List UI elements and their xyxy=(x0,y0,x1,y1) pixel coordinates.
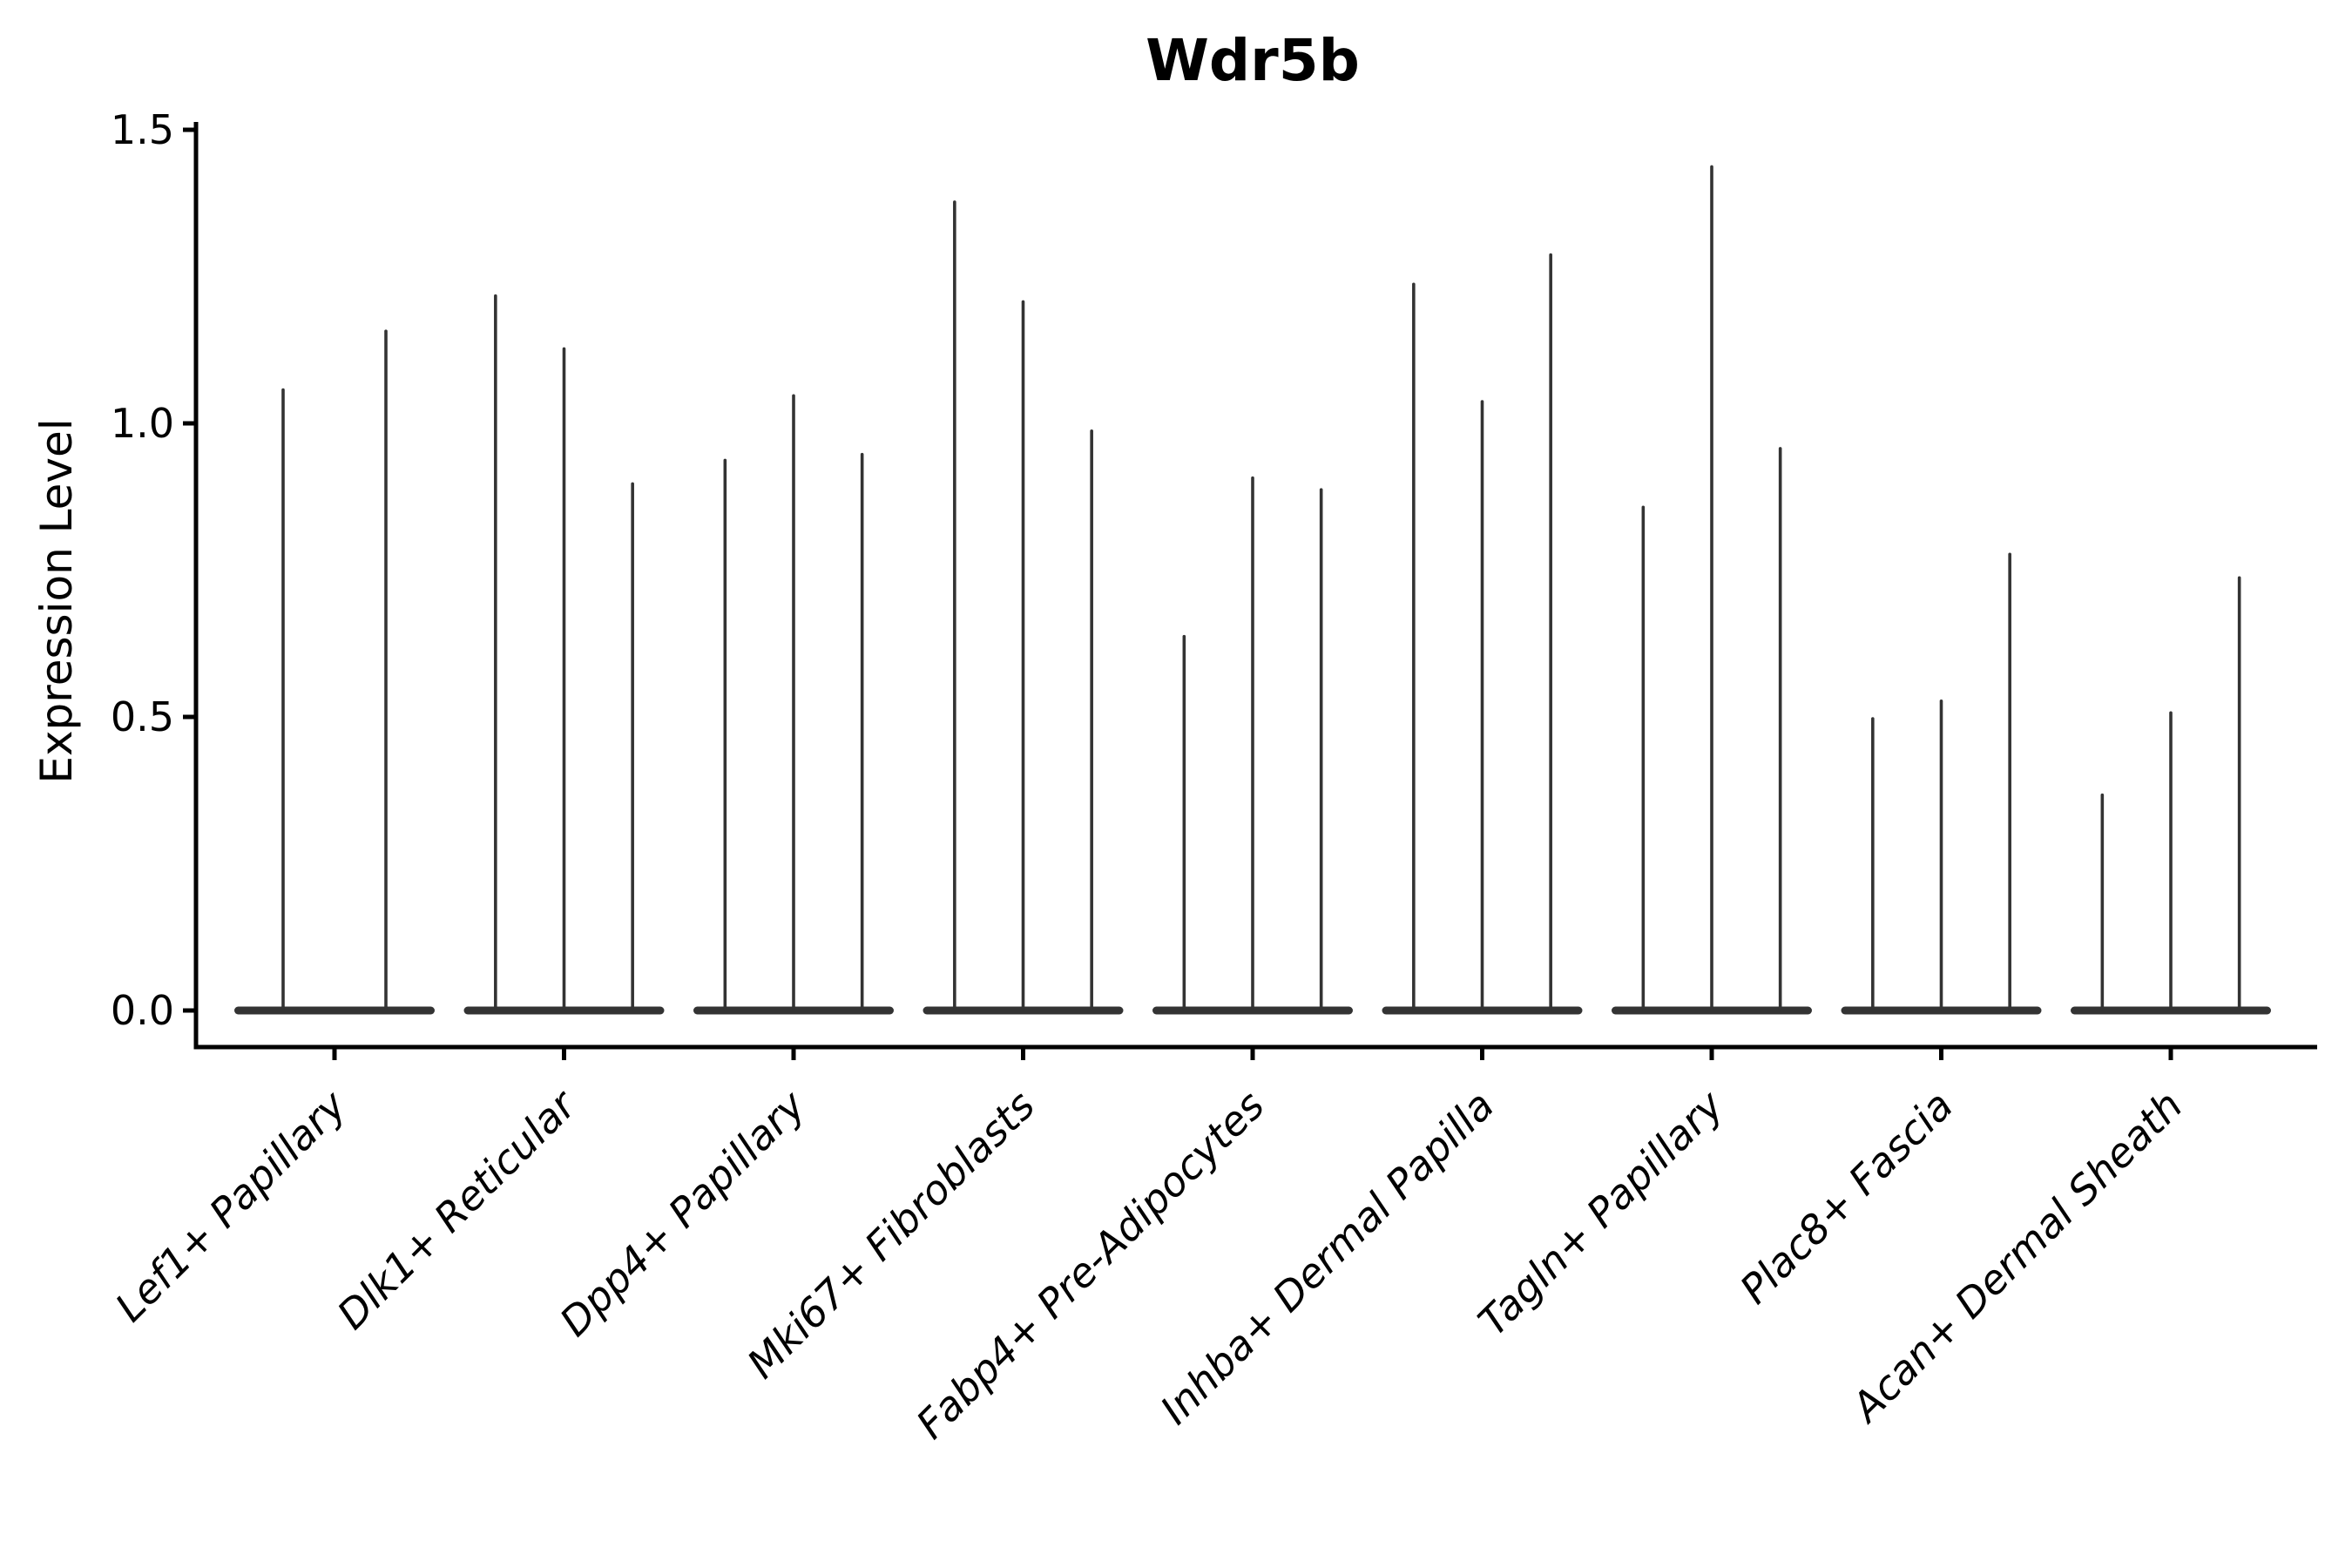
violin-base xyxy=(923,1006,1124,1015)
y-tick-label: 1.5 xyxy=(111,106,174,153)
violin-base xyxy=(463,1006,665,1015)
y-axis-label: Expression Level xyxy=(31,418,82,783)
violin-base xyxy=(693,1006,894,1015)
violin-base xyxy=(2071,1006,2271,1015)
y-tick-label: 0.5 xyxy=(111,693,174,740)
y-tick-label: 1.0 xyxy=(111,400,174,447)
violin-base xyxy=(1152,1006,1353,1015)
y-tick-label: 0.0 xyxy=(111,987,174,1034)
x-category-label: Plac8+ Fascia xyxy=(1731,1082,1962,1313)
x-category-label: Lef1+ Papillary xyxy=(106,1081,355,1330)
x-category-label: Dlk1+ Reticular xyxy=(328,1079,587,1338)
x-category-label: Tagln+ Papillary xyxy=(1469,1081,1733,1345)
violin-base xyxy=(234,1006,435,1015)
violin-base xyxy=(1382,1006,1583,1015)
y-axis: 0.0 0.5 1.0 1.5 xyxy=(111,106,199,1047)
x-category-label: Dpp4+ Papillary xyxy=(551,1081,814,1345)
violins-layer xyxy=(234,165,2271,1015)
violin-base xyxy=(1841,1006,2042,1015)
violin-base xyxy=(1612,1006,1812,1015)
chart-title: Wdr5b xyxy=(1146,27,1360,94)
